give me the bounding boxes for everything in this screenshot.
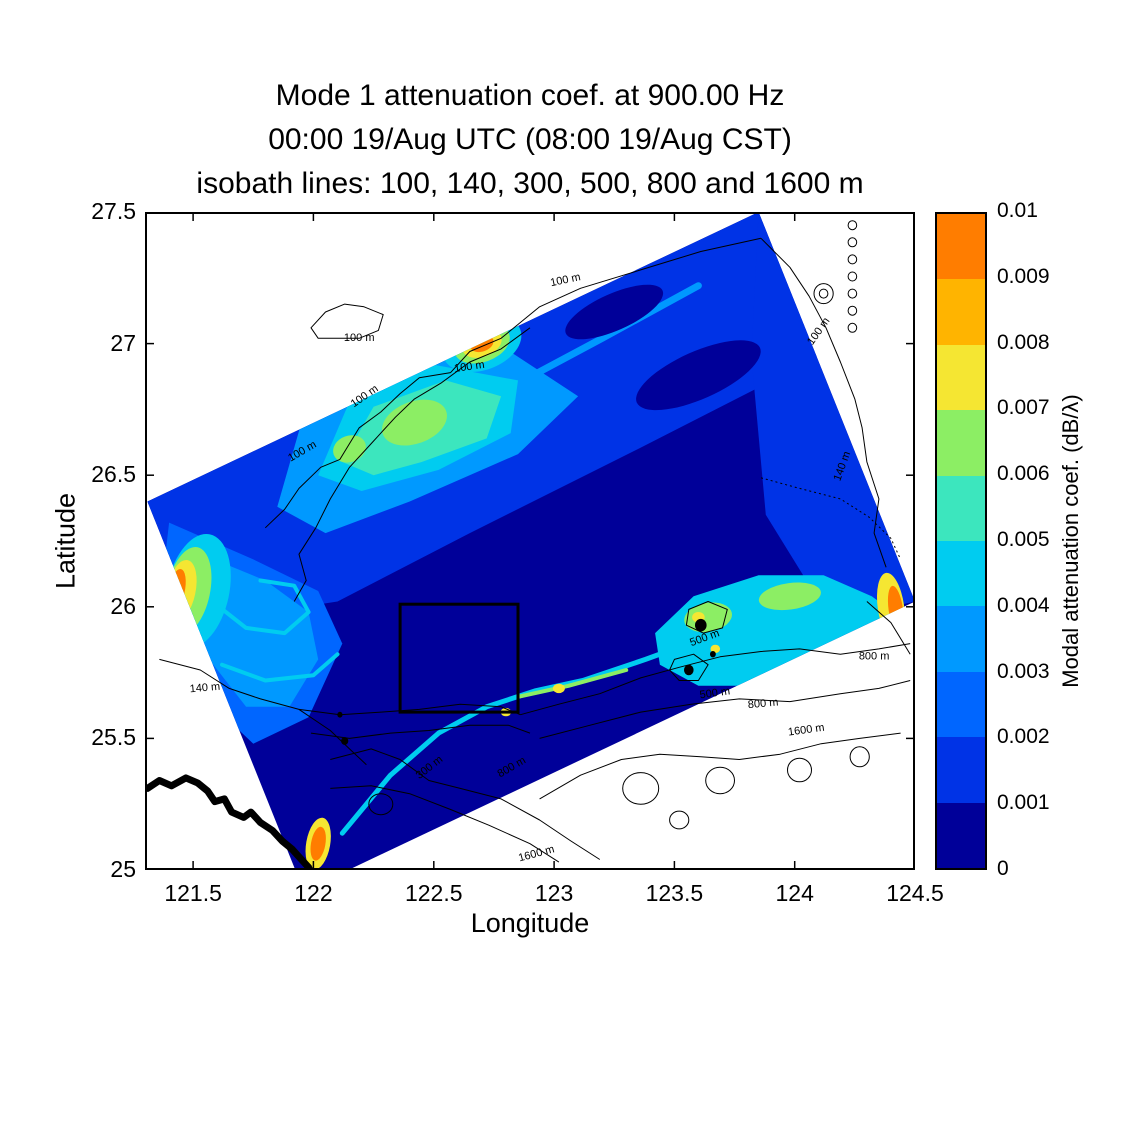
colorbar-segment (937, 475, 985, 542)
x-axis-label: Longitude (470, 908, 590, 938)
colorbar-segment (937, 802, 985, 869)
colorbar-tick-label: 0 (997, 857, 1009, 880)
y-axis-label: Latitude (50, 492, 81, 590)
colorbar-segment (937, 344, 985, 411)
svg-text:800 m: 800 m (747, 697, 779, 712)
y-tick-label: 25 (110, 856, 136, 882)
title-line-3: isobath lines: 100, 140, 300, 500, 800 a… (196, 167, 864, 200)
colorbar-tick-label: 0.01 (997, 199, 1038, 222)
colorbar-tick-label: 0.004 (997, 593, 1050, 617)
x-tick-label: 121.5 (164, 880, 222, 906)
colorbar-tick-label: 0.008 (997, 330, 1050, 354)
svg-text:100 m: 100 m (453, 359, 485, 375)
title-line-2: 00:00 19/Aug UTC (08:00 19/Aug CST) (268, 123, 792, 156)
x-tick-label: 123 (534, 880, 574, 906)
colorbar-tick-label: 0.006 (997, 462, 1050, 486)
colorbar (935, 212, 987, 870)
y-tick-label: 27.5 (91, 198, 136, 224)
y-tick-label: 27 (110, 329, 136, 356)
colorbar-segment (937, 410, 985, 476)
y-tick-label: 26.5 (91, 461, 136, 488)
svg-text:800 m: 800 m (859, 650, 890, 662)
colorbar-tick-label: 0.005 (997, 528, 1050, 551)
x-tick-label: 122.5 (404, 880, 463, 906)
title-line-1: Mode 1 attenuation coef. at 900.00 Hz (275, 79, 785, 112)
colorbar-segment (937, 541, 985, 607)
x-tick-label: 124.5 (886, 880, 944, 906)
figure-title: Mode 1 attenuation coef. at 900.00 Hz 00… (115, 74, 945, 206)
svg-text:100 m: 100 m (344, 332, 375, 344)
colorbar-tick-label: 0.001 (997, 791, 1050, 815)
x-tick-label: 123.5 (645, 880, 704, 906)
y-tick-label: 25.5 (91, 724, 136, 751)
svg-text:1600 m: 1600 m (787, 722, 825, 739)
svg-text:500 m: 500 m (699, 685, 731, 701)
colorbar-tick-label: 0.003 (997, 659, 1050, 683)
colorbar-tick-label: 0.007 (997, 396, 1050, 420)
colorbar-segment (937, 279, 985, 345)
colorbar-tick-label: 0.002 (997, 725, 1050, 749)
colorbar-tick-label: 0.009 (997, 264, 1050, 288)
y-tick-label: 26 (110, 592, 136, 619)
colorbar-segment (937, 737, 985, 803)
colorbar-segment (937, 671, 985, 738)
x-tick-label: 122 (294, 880, 333, 906)
colorbar-segment (937, 606, 985, 672)
x-tick-label: 124 (775, 880, 814, 906)
colorbar-segment (937, 214, 985, 280)
svg-text:140 m: 140 m (189, 681, 221, 696)
